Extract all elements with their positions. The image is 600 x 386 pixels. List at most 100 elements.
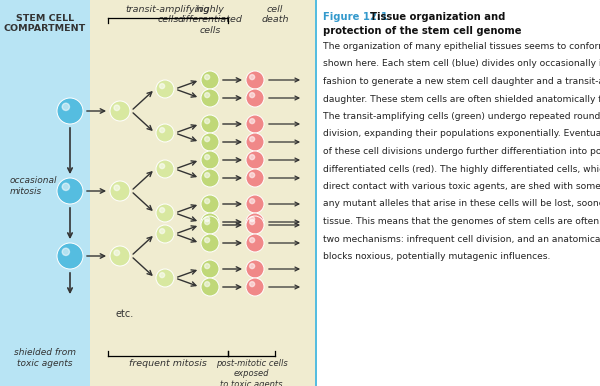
Circle shape xyxy=(160,208,164,213)
Circle shape xyxy=(160,128,164,133)
Circle shape xyxy=(201,260,219,278)
Circle shape xyxy=(205,217,209,222)
Text: two mechanisms: infrequent cell division, and an anatomical barrier that: two mechanisms: infrequent cell division… xyxy=(323,235,600,244)
Circle shape xyxy=(156,204,174,222)
Circle shape xyxy=(62,248,70,256)
Circle shape xyxy=(62,103,70,110)
Circle shape xyxy=(156,124,174,142)
Circle shape xyxy=(246,278,264,296)
Circle shape xyxy=(250,173,254,178)
Circle shape xyxy=(110,181,130,201)
Text: The transit-amplifying cells (green) undergo repeated rounds of growth and: The transit-amplifying cells (green) und… xyxy=(323,112,600,121)
Circle shape xyxy=(205,238,209,243)
Text: cell
death: cell death xyxy=(261,5,289,24)
Circle shape xyxy=(156,269,174,287)
Text: shown here. Each stem cell (blue) divides only occasionally in an asymmetric: shown here. Each stem cell (blue) divide… xyxy=(323,59,600,68)
Circle shape xyxy=(201,195,219,213)
Circle shape xyxy=(205,173,209,178)
Text: shielded from
toxic agents: shielded from toxic agents xyxy=(14,348,76,368)
Circle shape xyxy=(160,84,164,89)
Circle shape xyxy=(250,199,254,204)
Text: tissue. This means that the genomes of stem cells are often protected through: tissue. This means that the genomes of s… xyxy=(323,217,600,226)
Bar xyxy=(90,0,315,386)
Circle shape xyxy=(246,213,264,231)
Text: Tissue organization and: Tissue organization and xyxy=(370,12,505,22)
Circle shape xyxy=(201,133,219,151)
Circle shape xyxy=(246,260,264,278)
Circle shape xyxy=(205,199,209,204)
Circle shape xyxy=(205,93,209,98)
Text: division, expanding their populations exponentially. Eventually, the products: division, expanding their populations ex… xyxy=(323,129,600,139)
Circle shape xyxy=(156,225,174,243)
Circle shape xyxy=(250,238,254,243)
Circle shape xyxy=(250,220,254,225)
Text: direct contact with various toxic agents, are shed with some frequency; hence,: direct contact with various toxic agents… xyxy=(323,182,600,191)
Text: Figure 12.1: Figure 12.1 xyxy=(323,12,391,22)
Circle shape xyxy=(57,178,83,204)
Circle shape xyxy=(201,115,219,133)
Circle shape xyxy=(205,74,209,80)
Text: fashion to generate a new stem cell daughter and a transit-amplifying: fashion to generate a new stem cell daug… xyxy=(323,77,600,86)
Circle shape xyxy=(205,119,209,124)
Circle shape xyxy=(246,195,264,213)
Circle shape xyxy=(246,234,264,252)
Text: transit-amplifying
cells: transit-amplifying cells xyxy=(126,5,210,24)
Circle shape xyxy=(110,101,130,121)
Circle shape xyxy=(110,246,130,266)
Circle shape xyxy=(201,151,219,169)
Circle shape xyxy=(160,273,164,278)
Text: occasional
mitosis: occasional mitosis xyxy=(10,176,58,196)
Circle shape xyxy=(156,160,174,178)
Circle shape xyxy=(246,115,264,133)
Circle shape xyxy=(246,89,264,107)
Bar xyxy=(315,0,317,386)
Text: protection of the stem cell genome: protection of the stem cell genome xyxy=(323,26,521,36)
Circle shape xyxy=(246,216,264,234)
Circle shape xyxy=(114,105,119,111)
Circle shape xyxy=(201,216,219,234)
Text: etc.: etc. xyxy=(115,309,133,319)
Circle shape xyxy=(205,220,209,225)
Circle shape xyxy=(201,213,219,231)
Circle shape xyxy=(250,264,254,269)
Circle shape xyxy=(57,243,83,269)
Circle shape xyxy=(250,137,254,142)
Circle shape xyxy=(250,74,254,80)
Text: of these cell divisions undergo further differentiation into post-mitotic, highl: of these cell divisions undergo further … xyxy=(323,147,600,156)
Text: frequent mitosis: frequent mitosis xyxy=(129,359,207,368)
Circle shape xyxy=(250,155,254,160)
Circle shape xyxy=(205,137,209,142)
Text: STEM CELL
COMPARTMENT: STEM CELL COMPARTMENT xyxy=(4,14,86,34)
Circle shape xyxy=(201,278,219,296)
Circle shape xyxy=(57,98,83,124)
Text: any mutant alleles that arise in these cells will be lost, sooner or later, from: any mutant alleles that arise in these c… xyxy=(323,200,600,208)
Circle shape xyxy=(160,164,164,169)
Circle shape xyxy=(246,133,264,151)
Circle shape xyxy=(205,155,209,160)
Circle shape xyxy=(246,151,264,169)
Text: blocks noxious, potentially mutagenic influences.: blocks noxious, potentially mutagenic in… xyxy=(323,252,550,261)
Circle shape xyxy=(205,282,209,287)
Circle shape xyxy=(201,89,219,107)
Text: The organization of many epithelial tissues seems to conform to the scheme: The organization of many epithelial tiss… xyxy=(323,42,600,51)
Text: differentiated cells (red). The highly differentiated cells, which are often in: differentiated cells (red). The highly d… xyxy=(323,164,600,173)
Circle shape xyxy=(160,229,164,234)
Circle shape xyxy=(250,282,254,287)
Text: post-mitotic cells
exposed
to toxic agents: post-mitotic cells exposed to toxic agen… xyxy=(215,359,287,386)
Circle shape xyxy=(246,71,264,89)
Circle shape xyxy=(201,234,219,252)
Text: daughter. These stem cells are often shielded anatomically from toxic agents.: daughter. These stem cells are often shi… xyxy=(323,95,600,103)
Circle shape xyxy=(156,80,174,98)
Circle shape xyxy=(114,185,119,191)
Circle shape xyxy=(246,169,264,187)
Circle shape xyxy=(62,183,70,190)
Bar xyxy=(0,0,90,386)
Circle shape xyxy=(205,264,209,269)
Circle shape xyxy=(201,71,219,89)
Circle shape xyxy=(250,119,254,124)
Circle shape xyxy=(114,250,119,256)
Circle shape xyxy=(250,217,254,222)
Circle shape xyxy=(201,169,219,187)
Circle shape xyxy=(250,93,254,98)
Text: highly
differentiated
cells: highly differentiated cells xyxy=(178,5,242,35)
